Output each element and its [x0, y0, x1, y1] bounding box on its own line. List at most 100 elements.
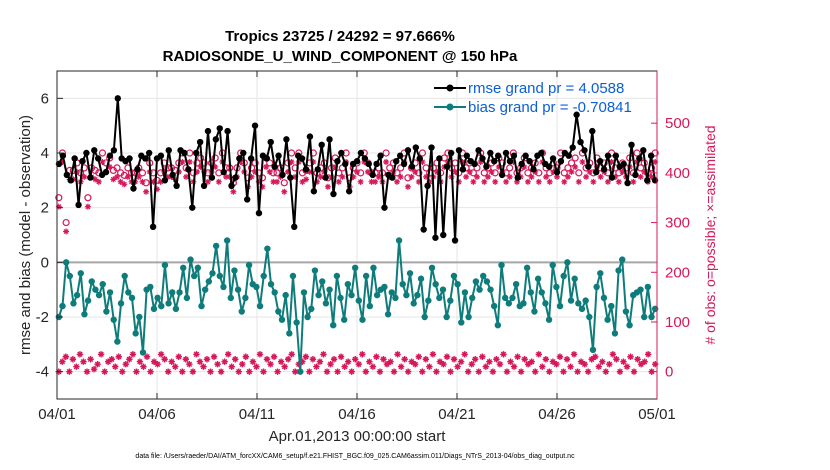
obs-assimilated-upper-marker [535, 178, 542, 185]
rmse-point [243, 196, 251, 203]
rmse-point [67, 177, 74, 184]
obs-assimilated-marker [408, 358, 415, 365]
bias-point [567, 297, 575, 304]
bias-point [337, 294, 344, 302]
bias-point [527, 289, 534, 296]
obs-assimilated-upper-marker [230, 188, 237, 195]
bias-point [399, 281, 406, 288]
y-left-tick-label: 4 [41, 145, 49, 162]
obs-assimilated-marker [472, 356, 479, 363]
obs-possible-marker [251, 159, 259, 167]
obs-assimilated-marker [292, 368, 299, 375]
obs-assimilated-marker [341, 363, 348, 370]
rmse-point [157, 152, 165, 159]
bias-point [443, 313, 450, 321]
obs-assimilated-marker [150, 358, 158, 365]
obs-assimilated-marker [376, 368, 384, 375]
obs-assimilated-marker [644, 351, 652, 358]
bias-point [198, 302, 205, 310]
obs-possible-marker [280, 179, 288, 187]
rmse-point [91, 147, 98, 154]
rmse-point [353, 158, 361, 165]
bias-point [564, 259, 571, 266]
obs-assimilated-marker [76, 351, 84, 358]
obs-assimilated-upper-marker [110, 176, 117, 183]
rmse-point [518, 160, 525, 168]
rmse-point [357, 149, 365, 157]
obs-assimilated-upper-marker [372, 178, 379, 185]
obs-assimilated-upper-marker [317, 173, 324, 180]
obs-assimilated-marker [514, 353, 521, 360]
bias-point [615, 267, 622, 274]
obs-assimilated-marker [327, 361, 334, 368]
bias-point [348, 291, 355, 299]
rmse-point [279, 171, 286, 179]
obs-assimilated-marker [193, 351, 200, 358]
obs-assimilated-marker [479, 353, 486, 360]
obs-assimilated-marker [510, 363, 518, 370]
obs-assimilated-marker [119, 368, 126, 375]
bias-point [388, 289, 395, 296]
obs-assimilated-marker [489, 368, 497, 375]
bias-point [432, 281, 439, 288]
obs-assimilated-upper-marker [292, 173, 299, 180]
bias-point [194, 264, 202, 271]
rmse-point [581, 147, 588, 154]
bias-point [216, 272, 224, 280]
bias-point [461, 289, 469, 296]
obs-assimilated-upper-marker [495, 163, 502, 170]
bias-point [62, 259, 70, 266]
obs-assimilated-marker [436, 358, 444, 365]
obs-assimilated-marker [112, 363, 119, 370]
rmse-point [106, 152, 114, 159]
obs-possible-marker [153, 176, 161, 184]
obs-assimilated-marker [129, 351, 137, 358]
obs-assimilated-marker [87, 356, 94, 363]
obs-assimilated-upper-marker [81, 173, 88, 180]
obs-assimilated-upper-marker [375, 173, 382, 180]
obs-assimilated-upper-marker [514, 178, 520, 185]
obs-assimilated-marker [500, 351, 507, 358]
obs-assimilated-marker [267, 361, 274, 368]
obs-assimilated-marker [457, 358, 465, 365]
bias-point [154, 294, 161, 302]
obs-assimilated-upper-marker [274, 178, 280, 185]
x-tick-label: 05/01 [638, 406, 676, 423]
bias-point [260, 272, 267, 280]
bias-point [480, 272, 487, 280]
obs-assimilated-marker [496, 361, 504, 368]
bias-point [278, 316, 286, 323]
obs-assimilated-upper-marker [114, 173, 120, 180]
bias-point [472, 278, 480, 285]
obs-assimilated-marker [217, 368, 225, 375]
obs-assimilated-marker [584, 368, 592, 375]
rmse-point [479, 155, 486, 162]
rmse-point [365, 160, 372, 168]
rmse-point [612, 152, 620, 159]
rmse-point [75, 201, 82, 209]
obs-assimilated-marker [330, 356, 338, 363]
obs-assimilated-upper-marker [74, 168, 80, 175]
obs-assimilated-marker [284, 356, 292, 363]
rmse-point [302, 166, 310, 173]
obs-assimilated-marker [224, 351, 232, 358]
bias-point [223, 237, 231, 244]
rmse-point [224, 127, 231, 135]
obs-assimilated-upper-marker [503, 178, 510, 185]
obs-assimilated-marker [567, 363, 574, 370]
bias-point [81, 311, 88, 318]
legend-marker-rmse [446, 84, 454, 92]
bias-point [454, 281, 461, 288]
rmse-point [142, 155, 149, 162]
obs-assimilated-upper-marker [59, 158, 66, 165]
obs-assimilated-marker [69, 356, 77, 363]
obs-assimilated-upper-marker [415, 178, 422, 185]
y-left-tick-label: 6 [41, 90, 49, 107]
obs-assimilated-upper-marker [368, 178, 375, 185]
obs-assimilated-marker [373, 353, 380, 360]
rmse-point [506, 158, 514, 165]
obs-assimilated-upper-marker [124, 173, 131, 180]
rmse-point [640, 147, 647, 154]
obs-assimilated-upper-marker [568, 168, 575, 175]
rmse-point [491, 158, 498, 165]
